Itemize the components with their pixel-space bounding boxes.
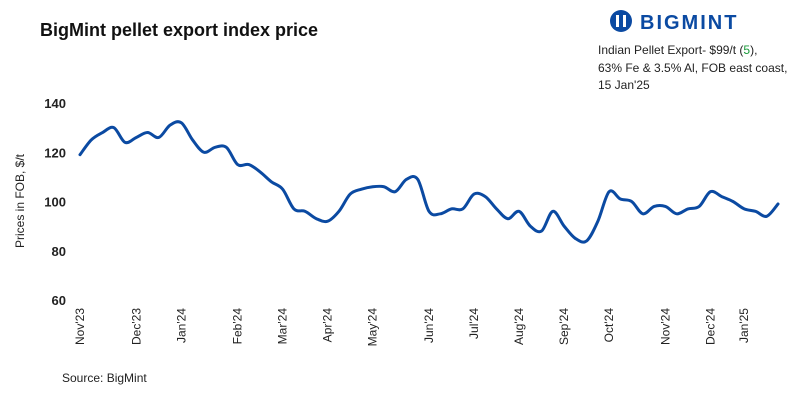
y-tick-label: 120 — [44, 145, 66, 160]
logo-text: BIGMINT — [640, 12, 738, 34]
x-tick-label: Mar'24 — [276, 308, 290, 345]
x-tick-label: Feb'24 — [231, 308, 245, 345]
line-series — [78, 120, 780, 244]
x-tick-label: Aug'24 — [512, 308, 526, 345]
x-tick-label: Sep'24 — [557, 308, 571, 345]
x-tick-label: Jun'24 — [422, 308, 436, 343]
y-axis-label: Prices in FOB, $/t — [13, 153, 27, 248]
y-tick-label: 140 — [44, 96, 66, 111]
annotation-change: 5 — [743, 43, 750, 57]
x-tick-label: Dec'23 — [129, 308, 143, 345]
annotation-suffix: ), — [750, 43, 757, 57]
logo-icon — [610, 10, 632, 32]
x-tick-label: Jul'24 — [467, 308, 481, 339]
chart-title: BigMint pellet export index price — [40, 20, 318, 40]
x-tick-label: Dec'24 — [703, 308, 717, 345]
annotation-prefix: Indian Pellet Export- $99/t ( — [598, 43, 743, 57]
y-tick-label: 100 — [44, 195, 66, 210]
y-tick-label: 60 — [52, 293, 66, 308]
annotation: Indian Pellet Export- $99/t (5), — [598, 43, 757, 57]
x-tick-label: Nov'24 — [658, 308, 672, 345]
x-tick-label: Jan'25 — [737, 308, 751, 343]
x-tick-label: Jan'24 — [174, 308, 188, 343]
x-tick-label: Nov'23 — [73, 308, 87, 345]
y-tick-label: 80 — [52, 244, 66, 259]
annotation-line: 15 Jan'25 — [598, 78, 650, 92]
annotation-line: 63% Fe & 3.5% Al, FOB east coast, — [598, 61, 787, 75]
x-tick-label: Apr'24 — [321, 308, 335, 343]
source: Source: BigMint — [62, 371, 147, 385]
x-tick-label: Oct'24 — [602, 308, 616, 343]
x-tick-label: May'24 — [366, 308, 380, 347]
